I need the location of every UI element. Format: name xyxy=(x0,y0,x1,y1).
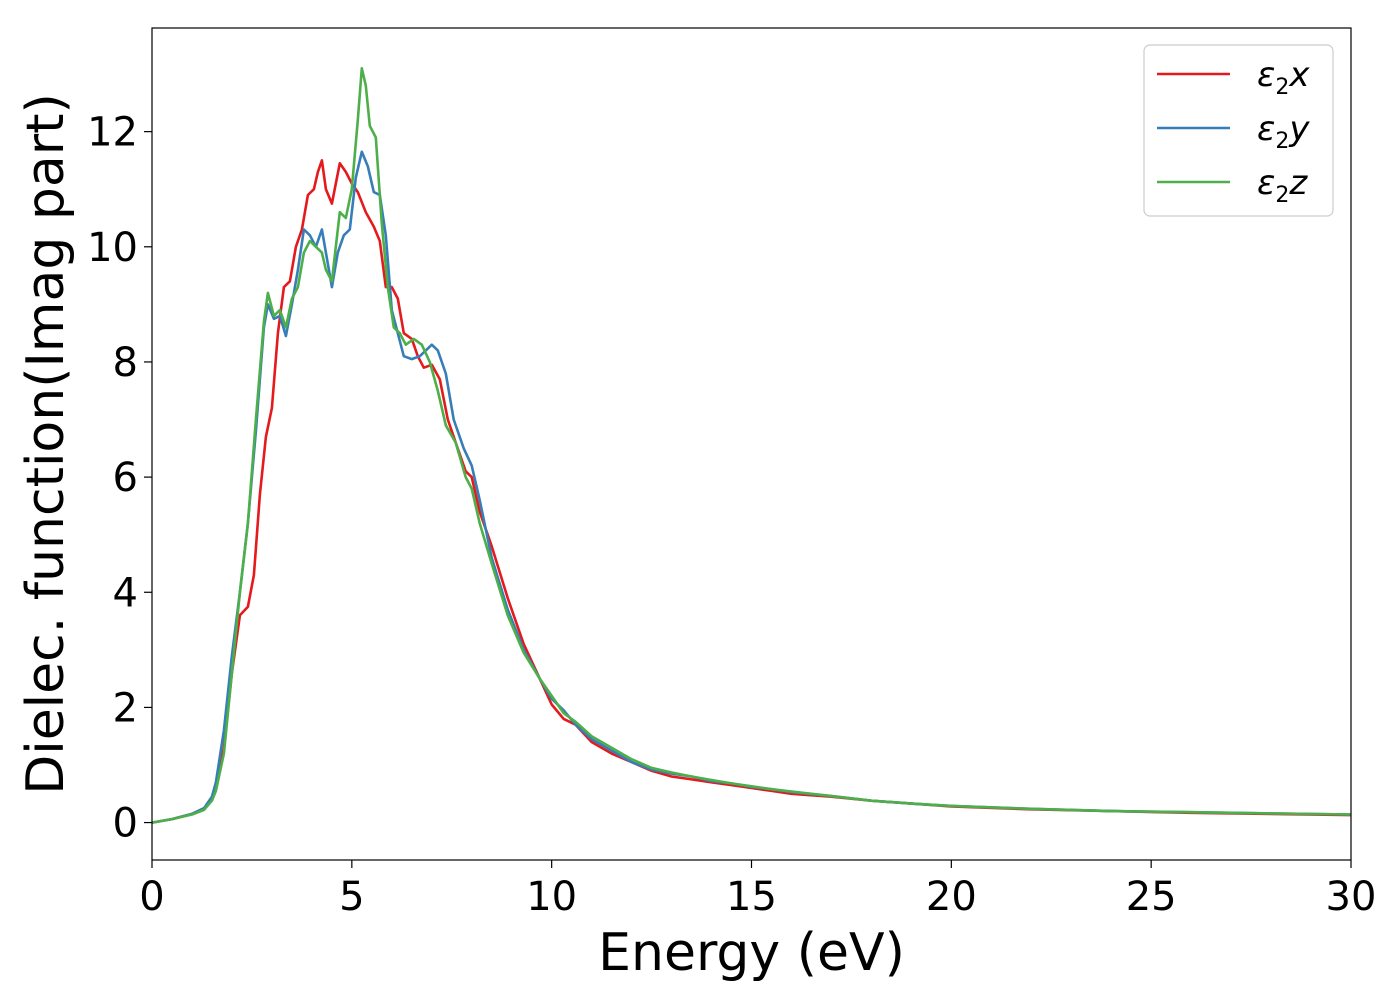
series-line-x xyxy=(151,159,1352,824)
x-tick-label: 25 xyxy=(1126,874,1177,920)
series-line-y xyxy=(151,150,1352,824)
legend-box xyxy=(1143,44,1334,217)
y-tick-label: 8 xyxy=(113,340,138,386)
x-tick-label: 10 xyxy=(526,874,577,920)
x-tick-label: 5 xyxy=(339,874,364,920)
legend-label-x: ε2x xyxy=(1257,55,1310,100)
legend-label-y: ε2y xyxy=(1257,109,1310,154)
y-tick-label: 0 xyxy=(113,801,138,847)
x-tick-label: 20 xyxy=(926,874,977,920)
y-axis-label: Dielec. function(Imag part) xyxy=(16,93,76,795)
x-tick-label: 0 xyxy=(139,874,164,920)
y-axis: 0 2 4 6 8 10 12 xyxy=(87,110,152,847)
x-axis: 0 5 10 15 20 25 30 xyxy=(139,860,1376,920)
series-layer xyxy=(151,67,1352,824)
y-tick-label: 12 xyxy=(87,110,138,156)
x-tick-label: 15 xyxy=(726,874,777,920)
legend: ε2x ε2y ε2z xyxy=(1143,44,1334,217)
y-tick-label: 10 xyxy=(87,225,138,271)
y-tick-label: 4 xyxy=(113,570,138,616)
legend-label-z: ε2z xyxy=(1257,163,1308,208)
y-tick-label: 6 xyxy=(113,455,138,501)
y-tick-label: 2 xyxy=(113,685,138,731)
series-line-z xyxy=(151,67,1352,824)
x-axis-label: Energy (eV) xyxy=(598,923,905,983)
x-tick-label: 30 xyxy=(1326,874,1377,920)
